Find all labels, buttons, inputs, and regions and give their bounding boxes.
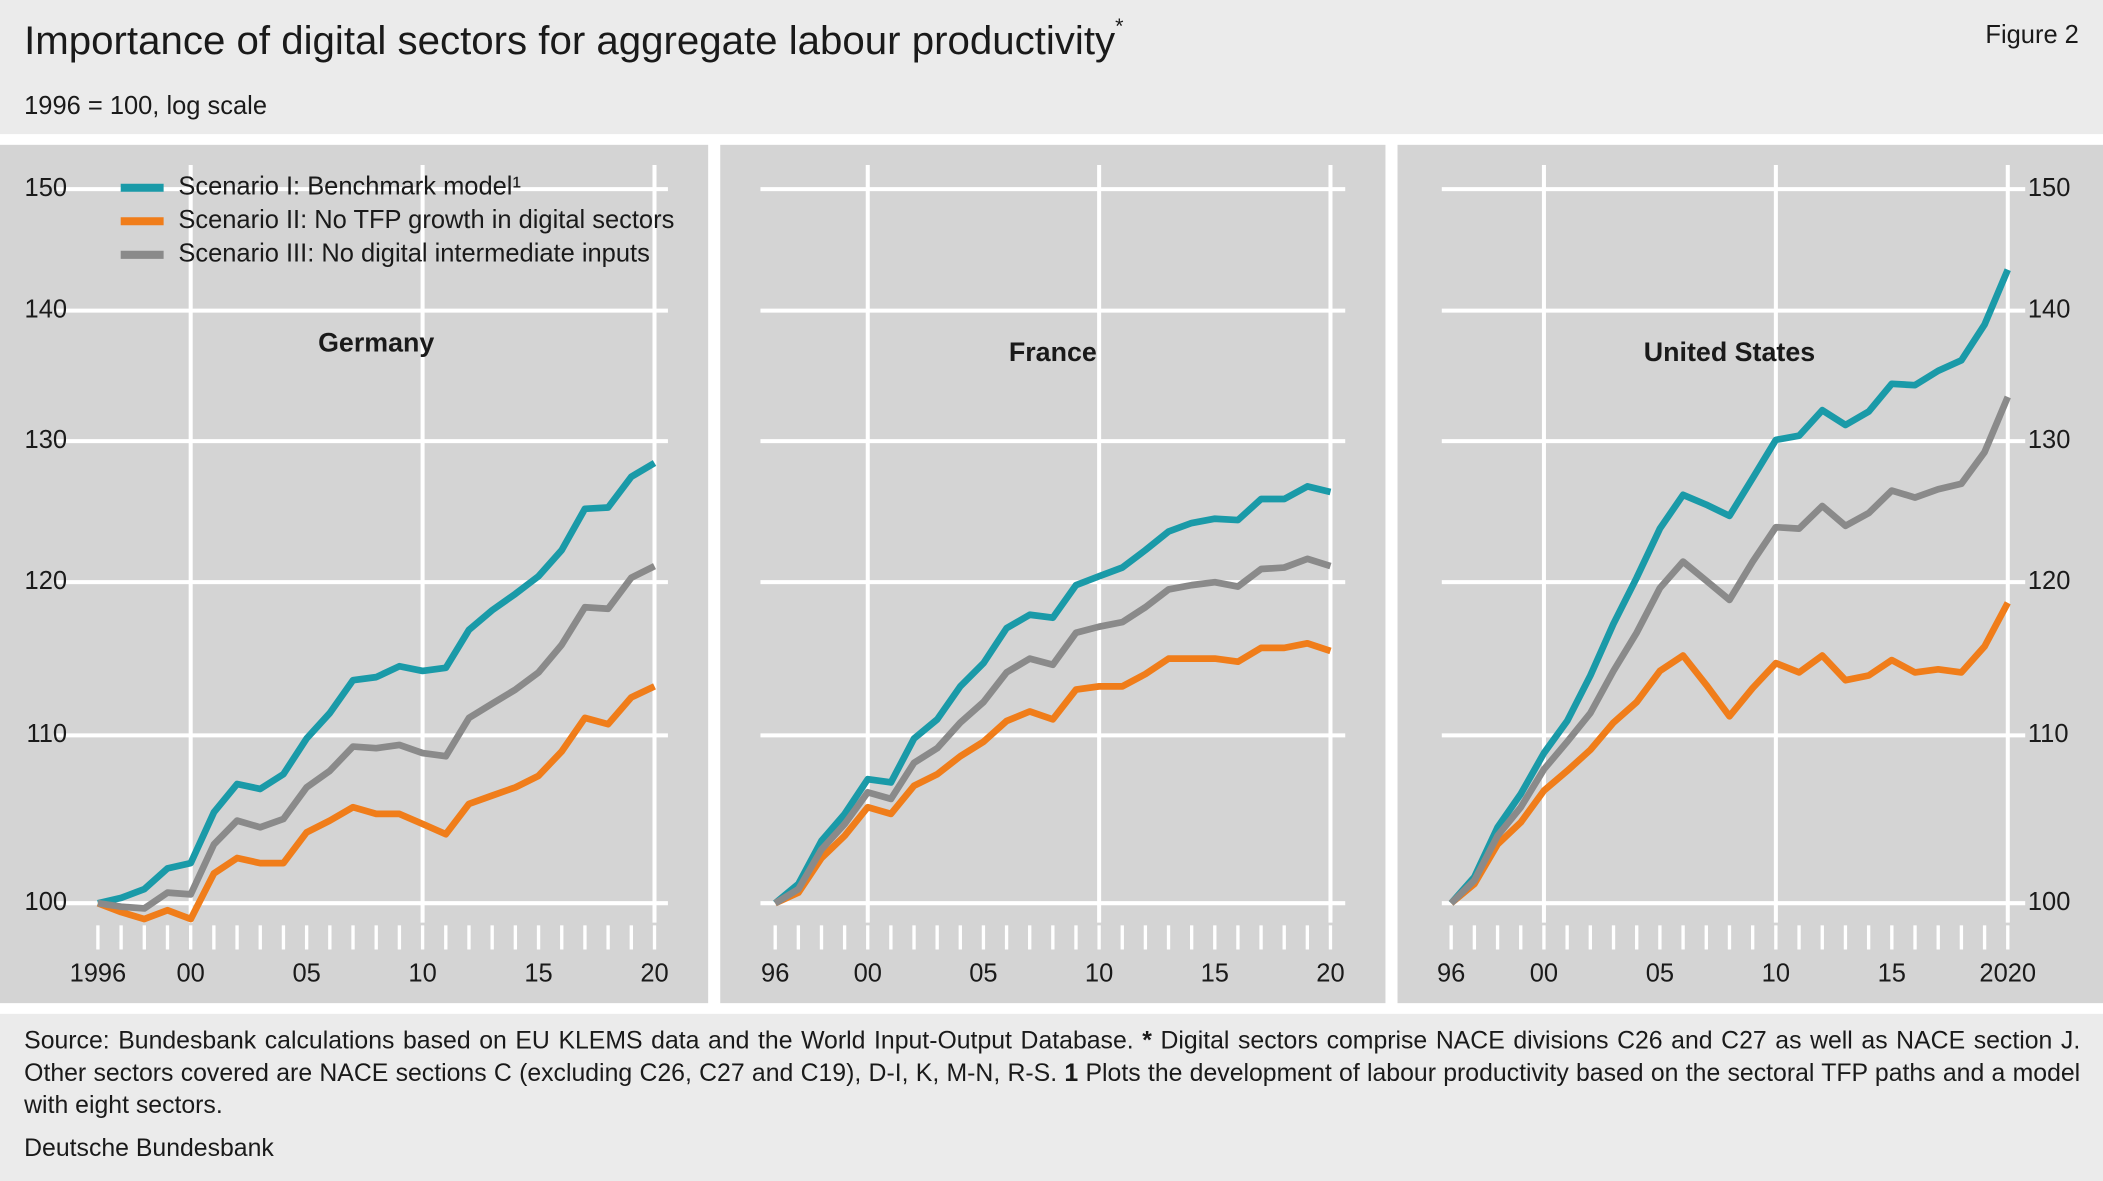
- x-tick-label: 00: [1530, 960, 1558, 988]
- x-tick-label: 20: [1316, 960, 1344, 988]
- y-tick-label: 150: [2028, 174, 2071, 202]
- x-tick-label: 10: [1762, 960, 1790, 988]
- panel-title: France: [1009, 337, 1097, 367]
- x-tick-label: 20: [640, 960, 668, 988]
- y-tick-label: 150: [25, 174, 68, 202]
- subtitle: 1996 = 100, log scale: [24, 92, 267, 120]
- x-tick-label: 00: [177, 960, 205, 988]
- legend-label: Scenario III: No digital intermediate in…: [178, 240, 649, 268]
- y-tick-label: 130: [25, 426, 68, 454]
- legend-label: Scenario I: Benchmark model¹: [178, 172, 521, 200]
- x-tick-label: 96: [761, 960, 789, 988]
- series-line: [1448, 268, 2011, 906]
- note-part: Digital sectors comprise NACE divisions …: [24, 1025, 2081, 1087]
- x-tick-label: 1996: [70, 960, 127, 988]
- x-tick-label: 2020: [1979, 960, 2036, 988]
- x-tick-label: 05: [292, 960, 320, 988]
- panel-title: United States: [1644, 337, 1815, 367]
- series-line: [773, 639, 1332, 907]
- series-line: [1449, 601, 2011, 906]
- title-marker: *: [1115, 13, 1123, 37]
- panel-title: Germany: [318, 328, 434, 358]
- series-line: [97, 563, 657, 912]
- y-tick-label: 100: [25, 888, 68, 916]
- panel: [1397, 144, 2103, 1004]
- y-tick-label: 140: [2028, 295, 2071, 323]
- panel: [0, 144, 709, 1004]
- figure-label: Figure 2: [1985, 21, 2078, 49]
- series-line: [773, 555, 1332, 907]
- footnote: Source: Bundesbank calculations based on…: [24, 1025, 2080, 1122]
- y-tick-label: 110: [26, 720, 67, 748]
- y-tick-label: 130: [2028, 426, 2071, 454]
- title: Importance of digital sectors for aggreg…: [24, 13, 1123, 62]
- panel: [720, 144, 1386, 1004]
- title-text: Importance of digital sectors for aggreg…: [24, 18, 1116, 63]
- y-tick-label: 120: [25, 567, 68, 595]
- x-tick-label: 10: [408, 960, 436, 988]
- x-tick-label: 00: [854, 960, 882, 988]
- series-line: [1448, 395, 2011, 906]
- source: Deutsche Bundesbank: [24, 1133, 274, 1162]
- y-tick-label: 120: [2028, 567, 2071, 595]
- x-tick-label: 15: [1878, 960, 1906, 988]
- y-tick-label: 110: [2028, 720, 2069, 748]
- note-part: 1: [1064, 1058, 1079, 1087]
- legend-label: Scenario II: No TFP growth in digital se…: [178, 206, 674, 234]
- y-tick-label: 100: [2028, 888, 2071, 916]
- x-tick-label: 15: [1201, 960, 1229, 988]
- x-tick-label: 05: [1646, 960, 1674, 988]
- note-part: Source: Bundesbank calculations based on…: [24, 1025, 1143, 1055]
- x-tick-label: 10: [1085, 960, 1113, 988]
- note-part: *: [1142, 1025, 1152, 1055]
- series-line: [96, 683, 656, 923]
- series-line: [97, 460, 657, 907]
- x-tick-label: 15: [524, 960, 552, 988]
- x-tick-label: 05: [969, 960, 997, 988]
- x-tick-label: 96: [1437, 960, 1465, 988]
- series-line: [773, 483, 1332, 906]
- note-part: Plots the development of labour producti…: [24, 1058, 2081, 1119]
- y-tick-label: 140: [25, 295, 68, 323]
